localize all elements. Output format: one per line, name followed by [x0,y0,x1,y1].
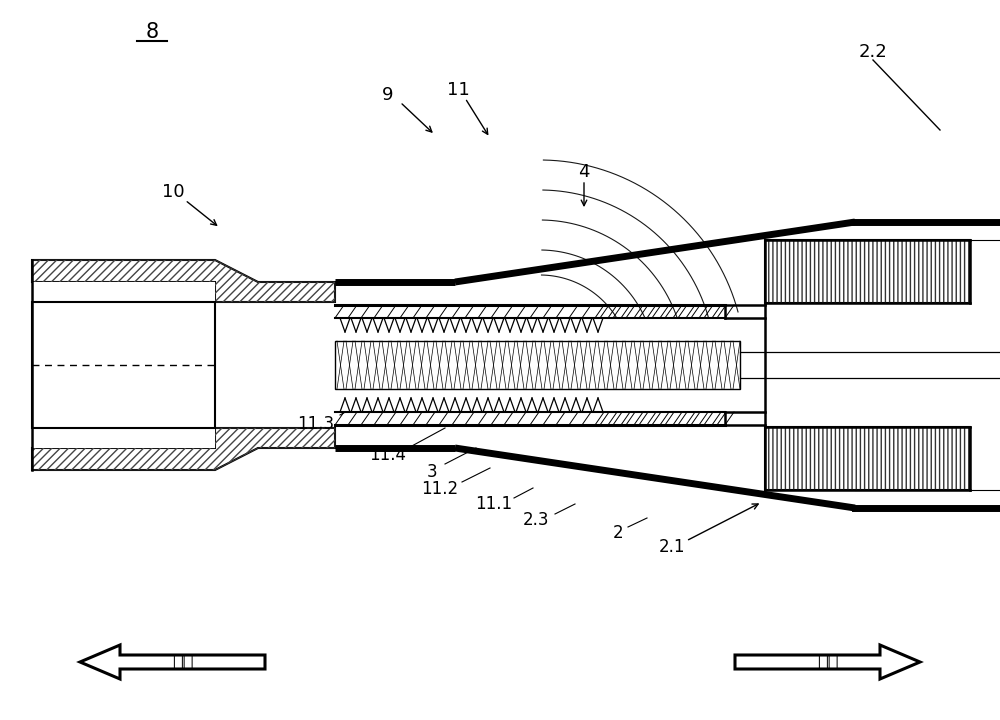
Text: 11.3: 11.3 [297,415,335,433]
Text: 11.1: 11.1 [475,495,513,513]
Text: 近端: 近端 [817,653,838,671]
Text: 2.1: 2.1 [659,538,685,556]
Text: 远端: 远端 [172,653,193,671]
Text: 4: 4 [578,163,590,181]
Polygon shape [735,645,920,679]
Text: 10: 10 [162,183,184,201]
Polygon shape [32,260,335,302]
Text: 8: 8 [145,22,159,42]
Bar [32,282,215,448]
Text: 3: 3 [427,463,437,481]
Text: 2: 2 [613,524,623,542]
Text: 11: 11 [447,81,469,99]
Polygon shape [765,427,970,490]
Polygon shape [32,428,335,470]
Polygon shape [765,240,970,303]
Bar [335,341,740,389]
Text: 2.2: 2.2 [859,43,887,61]
Text: 11.2: 11.2 [421,480,459,498]
Text: 9: 9 [382,86,394,104]
Text: 11.4: 11.4 [370,446,407,464]
Bar [32,302,215,428]
Polygon shape [80,645,265,679]
Bar [335,318,725,412]
Text: 2.3: 2.3 [523,511,549,529]
